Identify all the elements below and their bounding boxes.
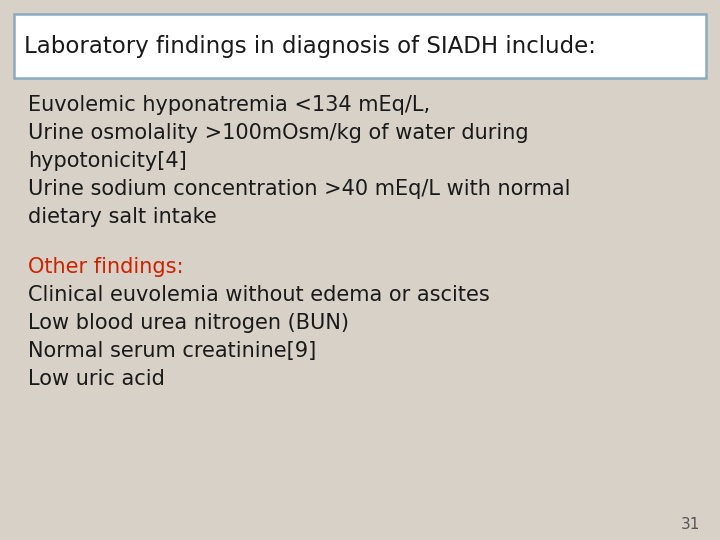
Text: Urine osmolality >100mOsm/kg of water during: Urine osmolality >100mOsm/kg of water du… — [28, 123, 528, 143]
Text: Clinical euvolemia without edema or ascites: Clinical euvolemia without edema or asci… — [28, 285, 490, 305]
Text: hypotonicity[4]: hypotonicity[4] — [28, 151, 186, 171]
Text: 31: 31 — [680, 517, 700, 532]
Text: Other findings:: Other findings: — [28, 257, 184, 277]
Text: Low blood urea nitrogen (BUN): Low blood urea nitrogen (BUN) — [28, 313, 349, 333]
Text: Urine sodium concentration >40 mEq/L with normal: Urine sodium concentration >40 mEq/L wit… — [28, 179, 570, 199]
Text: Euvolemic hyponatremia <134 mEq/L,: Euvolemic hyponatremia <134 mEq/L, — [28, 95, 430, 115]
FancyBboxPatch shape — [14, 14, 706, 78]
Text: Normal serum creatinine[9]: Normal serum creatinine[9] — [28, 341, 316, 361]
Text: Low uric acid: Low uric acid — [28, 369, 165, 389]
Text: dietary salt intake: dietary salt intake — [28, 207, 217, 227]
Text: Laboratory findings in diagnosis of SIADH include:: Laboratory findings in diagnosis of SIAD… — [24, 35, 596, 57]
